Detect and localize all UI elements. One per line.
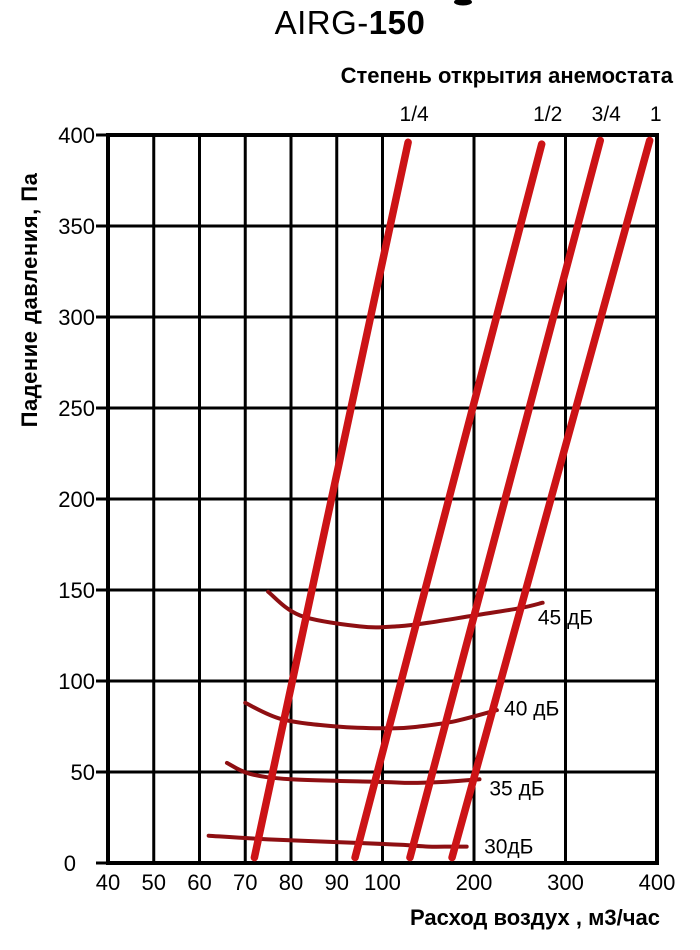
x-tick-label-40: 40 [96,870,120,895]
noise-curve-35db [224,760,482,785]
chart-title-model: 150 [368,4,426,41]
x-tick-label-300: 300 [547,870,584,895]
x-tick-label-400: 400 [639,870,676,895]
x-tick-label-90: 90 [325,870,349,895]
opening-label-1-2: 1/2 [533,103,562,126]
opening-label-3-4: 3/4 [592,103,622,126]
opening-line-1-4 [250,138,412,862]
y-tick-label-150: 150 [58,578,95,603]
opening-label-1: 1 [650,103,662,126]
x-tick-label-100: 100 [364,870,401,895]
opening-line-1-2 [351,140,546,862]
y-tick-label-50: 50 [71,760,95,785]
x-tick-label-50: 50 [142,870,166,895]
x-tick-label-70: 70 [233,870,257,895]
noise-label-30db: 30дБ [484,836,533,859]
opening-line-1 [448,136,654,862]
opening-label-1-4: 1/4 [400,103,430,126]
chart-subtitle: Степень открытия анемостата [340,63,673,88]
noise-label-35db: 35 дБ [489,777,544,800]
y-tick-label-200: 200 [58,487,95,512]
x-tick-label-60: 60 [187,870,211,895]
x-tick-label-80: 80 [279,870,303,895]
x-tick-label-200: 200 [456,870,493,895]
opening-line-3-4 [406,136,605,862]
y-tick-label-400: 400 [58,123,95,148]
y-axis-title: Падение давления, Па [17,172,42,428]
y-tick-label-350: 350 [58,214,95,239]
plot-border [106,133,659,865]
scan-artifact-mark [454,0,472,6]
y-tick-label-0: 0 [64,851,76,876]
y-tick-label-250: 250 [58,396,95,421]
x-axis-title: Расход воздух , м3/час [410,905,660,930]
chart-title: AIRG-150 [0,4,700,42]
noise-label-45db: 45 дБ [538,606,593,629]
y-tick-label-300: 300 [58,305,95,330]
chart-title-prefix: AIRG- [274,4,369,41]
noise-label-40db: 40 дБ [504,697,559,720]
y-tick-label-100: 100 [58,669,95,694]
noise-curve-30db [206,833,469,849]
